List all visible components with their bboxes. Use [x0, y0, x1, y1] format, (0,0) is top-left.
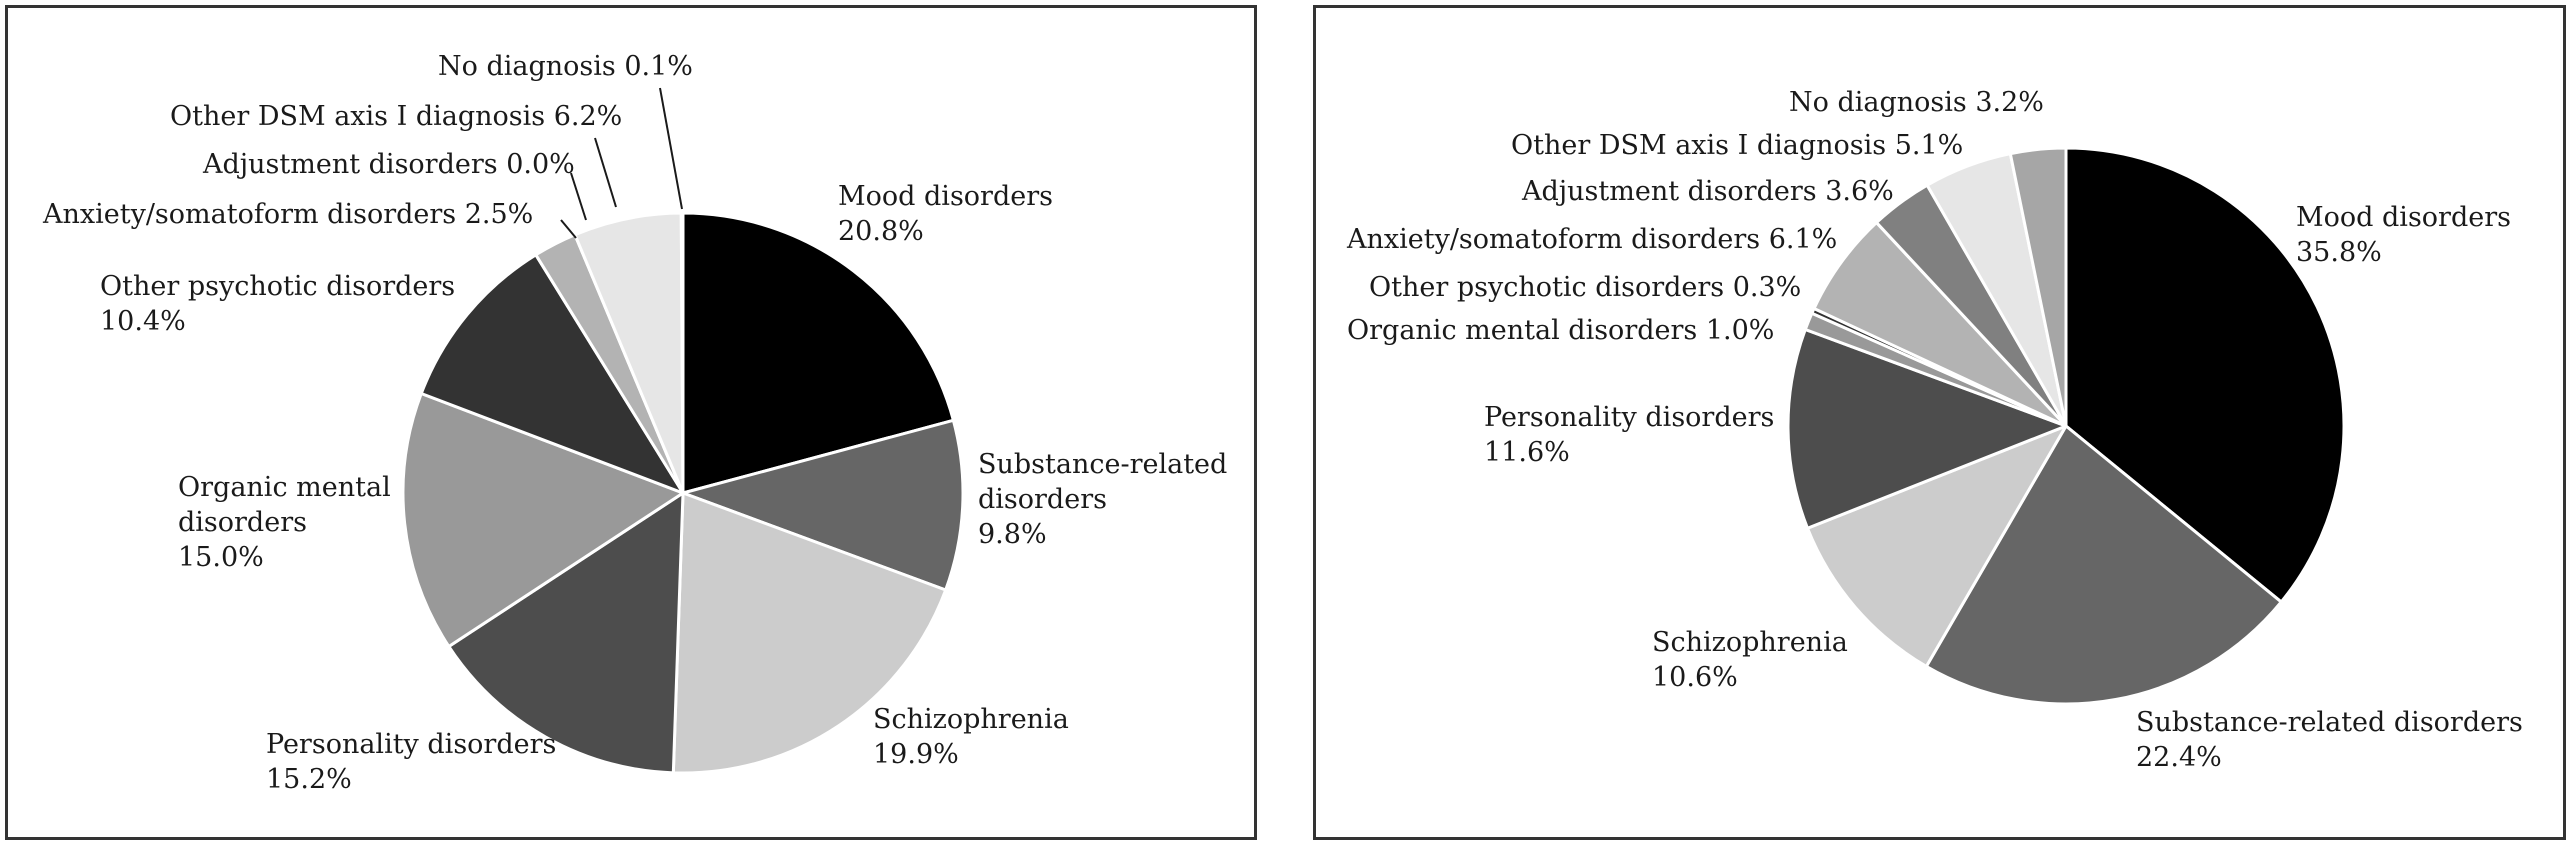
pie-chart-right: Mood disorders 35.8% Substance-related dis… — [1346, 87, 2523, 773]
slice-label-left-other-psychotic-disorders: Other psychotic disorders 10.4% — [100, 271, 455, 337]
leader-line-left-anxiety-somatoform-disorders — [560, 219, 577, 239]
slice-label-right-other-dsm-axis-i-diagnosis: Other DSM axis I diagnosis 5.1% — [1511, 130, 1963, 161]
slice-label-right-mood-disorders: Mood disorders 35.8% — [2296, 202, 2511, 268]
pie-slice-left-organic-mental-disorders — [401, 392, 685, 648]
leader-line-left-no-diagnosis — [659, 87, 683, 210]
pie-slice-right-schizophrenia — [1805, 424, 2068, 668]
leader-line-left-other-dsm-axis-i-diagnosis — [594, 137, 617, 208]
pie-slice-left-substance-related-disorders — [681, 418, 965, 592]
slice-label-left-substance-related-disorders: Substance-related disorders 9.8% — [978, 449, 1227, 550]
slice-label-right-anxiety-somatoform-disorders: Anxiety/somatoform disorders 6.1% — [1346, 224, 1837, 255]
slice-label-right-personality-disorders: Personality disorders 11.6% — [1484, 402, 1774, 468]
pie-chart-panel-left: Mood disorders 20.8% Substance-related diso… — [5, 5, 1257, 840]
pie-slice-left-personality-disorders — [447, 491, 685, 775]
pie-slice-right-mood-disorders — [2064, 146, 2346, 604]
slice-label-left-other-dsm-axis-i-diagnosis: Other DSM axis I diagnosis 6.2% — [170, 101, 622, 132]
slice-label-right-no-diagnosis: No diagnosis 3.2% — [1789, 87, 2044, 118]
pie-slice-left-schizophrenia — [671, 491, 948, 775]
slice-label-right-adjustment-disorders: Adjustment disorders 3.6% — [1521, 176, 1894, 207]
pie-chart-panel-right: Mood disorders 35.8% Substance-related dis… — [1313, 5, 2566, 840]
slice-label-left-no-diagnosis: No diagnosis 0.1% — [438, 51, 693, 82]
slice-label-left-anxiety-somatoform-disorders: Anxiety/somatoform disorders 2.5% — [42, 199, 533, 230]
pie-slice-right-no-diagnosis — [2008, 146, 2068, 428]
pie-slice-right-personality-disorders — [1786, 328, 2068, 530]
slice-label-right-other-psychotic-disorders: Other psychotic disorders 0.3% — [1369, 272, 1801, 303]
pie-slice-left-mood-disorders — [681, 211, 955, 495]
slice-label-right-substance-related-disorders: Substance-related disorders 22.4% — [2136, 707, 2523, 773]
slice-label-left-schizophrenia: Schizophrenia 19.9% — [873, 704, 1069, 770]
slice-label-right-organic-mental-disorders: Organic mental disorders 1.0% — [1347, 315, 1774, 346]
slice-label-left-adjustment-disorders: Adjustment disorders 0.0% — [202, 149, 575, 180]
slice-label-left-personality-disorders: Personality disorders 15.2% — [266, 729, 556, 795]
slice-label-right-schizophrenia: Schizophrenia 10.6% — [1652, 627, 1848, 693]
pie-slice-left-other-psychotic-disorders — [419, 253, 685, 495]
pie-chart-left: Mood disorders 20.8% Substance-related diso… — [42, 51, 1227, 795]
slice-label-left-organic-mental-disorders: Organic mental disorders 15.0% — [178, 472, 391, 573]
slice-label-left-mood-disorders: Mood disorders 20.8% — [838, 181, 1053, 247]
pie-slice-right-substance-related-disorders — [1924, 424, 2283, 706]
pie-slice-left-no-diagnosis — [679, 211, 685, 495]
leader-line-left-adjustment-disorders — [570, 172, 587, 221]
